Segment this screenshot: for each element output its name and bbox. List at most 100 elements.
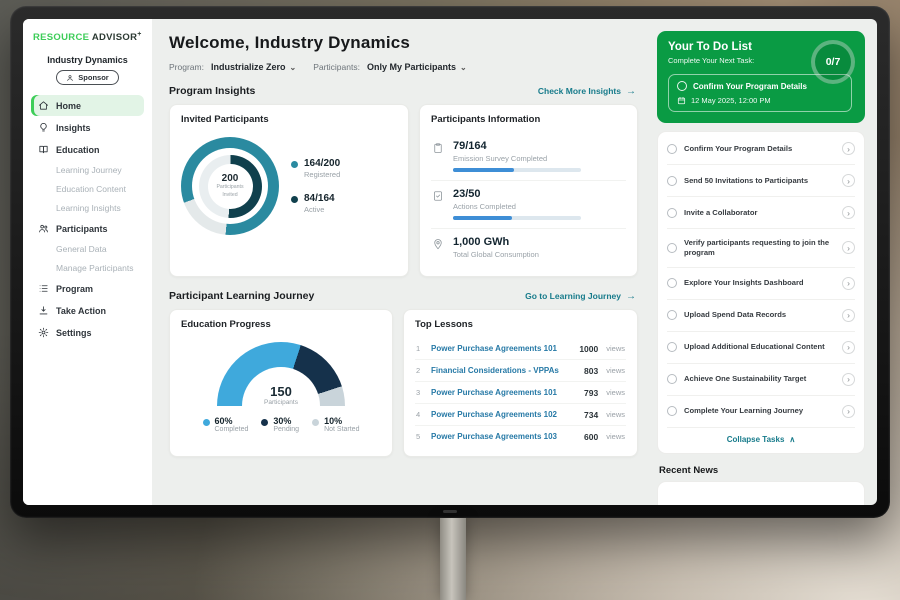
lesson-link[interactable]: Power Purchase Agreements 103 — [431, 432, 557, 441]
sidebar-item-label: Take Action — [56, 305, 107, 316]
chevron-right-icon[interactable]: › — [842, 206, 855, 219]
chevron-right-icon[interactable]: › — [842, 241, 855, 255]
todo-task-row[interactable]: Complete Your Learning Journey › — [667, 396, 855, 427]
emission-survey-progressbar — [453, 168, 581, 172]
todo-progress-value: 0/7 — [825, 56, 841, 68]
program-select[interactable]: Industrialize Zero ⌄ — [211, 62, 296, 72]
sponsor-badge[interactable]: Sponsor — [56, 70, 119, 86]
sidebar-item-settings[interactable]: Settings — [31, 322, 144, 343]
sidebar-item-take-action[interactable]: Take Action — [31, 300, 144, 321]
todo-task-row[interactable]: Upload Additional Educational Content › — [667, 332, 855, 364]
next-task-box[interactable]: Confirm Your Program Details 12 May 2025… — [668, 74, 852, 112]
invited-participants-card: Invited Participants 200 Participants In… — [169, 104, 409, 277]
legend-item-registered: 164/200 Registered — [291, 158, 340, 179]
checkbox-icon[interactable] — [677, 81, 687, 91]
checkbox-icon[interactable] — [667, 278, 677, 289]
sidebar-item-learning-journey[interactable]: Learning Journey — [31, 161, 144, 179]
monitor-stand — [440, 518, 466, 600]
lesson-views-value: 803 — [584, 365, 599, 376]
chevron-right-icon[interactable]: › — [842, 372, 855, 386]
sidebar-item-insights[interactable]: Insights — [31, 117, 144, 138]
lesson-rank: 1 — [416, 344, 421, 353]
sidebar-item-home[interactable]: Home — [31, 95, 144, 117]
sidebar-item-program[interactable]: Program — [31, 278, 144, 299]
sidebar-item-label: Home — [56, 100, 82, 111]
section-title-program-insights: Program Insights — [169, 85, 256, 97]
todo-task-row[interactable]: Confirm Your Program Details › — [667, 133, 855, 165]
chevron-right-icon[interactable]: › — [842, 142, 855, 155]
task-label: Upload Additional Educational Content — [684, 342, 825, 352]
lesson-link[interactable]: Power Purchase Agreements 101 — [431, 388, 557, 397]
stat-value: 23/50 — [453, 188, 481, 200]
todo-task-row[interactable]: Invite a Collaborator › — [667, 197, 855, 229]
checkbox-icon[interactable] — [667, 242, 677, 253]
lesson-views-value: 1000 — [579, 343, 599, 354]
checkbox-icon[interactable] — [667, 143, 677, 154]
task-label: Achieve One Sustainability Target — [684, 374, 807, 384]
recent-news-card — [657, 480, 865, 505]
logo-secondary: ADVISOR — [91, 32, 138, 44]
checkbox-icon[interactable] — [667, 175, 677, 186]
legend-label: Registered — [304, 170, 341, 179]
todo-task-row[interactable]: Upload Spend Data Records › — [667, 300, 855, 332]
go-to-learning-journey-link[interactable]: Go to Learning Journey → — [525, 291, 636, 302]
lesson-views-label: views — [606, 366, 625, 375]
legend-item-active: 84/164 Active — [291, 193, 340, 214]
todo-task-row[interactable]: Achieve One Sustainability Target › — [667, 364, 855, 396]
lesson-link[interactable]: Financial Considerations - VPPAs — [431, 366, 559, 375]
sidebar-item-education-content[interactable]: Education Content — [31, 180, 144, 198]
location-pin-icon — [432, 238, 444, 259]
participants-select[interactable]: Only My Participants ⌄ — [367, 62, 467, 72]
sidebar-item-participants[interactable]: Participants — [31, 218, 144, 239]
education-progress-gauge: 150 Participants — [217, 342, 345, 406]
lesson-link[interactable]: Power Purchase Agreements 102 — [431, 410, 557, 419]
legend-dot — [261, 419, 269, 426]
chevron-right-icon[interactable]: › — [842, 308, 855, 322]
checkbox-icon[interactable] — [667, 310, 677, 321]
checkbox-icon[interactable] — [667, 406, 677, 417]
checkbox-icon[interactable] — [667, 342, 677, 353]
checklist-icon — [432, 190, 444, 220]
lesson-views-value: 793 — [584, 387, 599, 398]
task-label: Upload Spend Data Records — [684, 310, 787, 320]
chevron-right-icon[interactable]: › — [842, 276, 855, 290]
education-progress-card: Education Progress 150 Participants — [169, 309, 393, 457]
collapse-tasks-label: Collapse Tasks — [726, 434, 785, 444]
check-more-insights-link[interactable]: Check More Insights → — [538, 86, 636, 97]
app-logo: RESOURCE ADVISOR+ — [31, 31, 144, 43]
gear-icon — [38, 327, 49, 338]
sidebar-item-label: Manage Participants — [56, 263, 134, 274]
participants-information-card: Participants Information 79/164 Emission… — [419, 104, 638, 277]
todo-task-row[interactable]: Send 50 Invitations to Participants › — [667, 165, 855, 197]
todo-task-row[interactable]: Verify participants requesting to join t… — [667, 229, 855, 268]
stat-label: Actions Completed — [453, 202, 516, 211]
legend-dot — [202, 419, 210, 426]
lesson-row: 2 Financial Considerations - VPPAs 803 v… — [415, 360, 626, 382]
stat-label: Total Global Consumption — [453, 250, 539, 259]
sidebar-item-general-data[interactable]: General Data — [31, 240, 144, 258]
todo-task-row[interactable]: Explore Your Insights Dashboard › — [667, 268, 855, 300]
chevron-right-icon[interactable]: › — [842, 404, 855, 418]
download-icon — [38, 305, 49, 316]
sidebar-item-manage-participants[interactable]: Manage Participants — [31, 259, 144, 277]
sidebar-item-learning-insights[interactable]: Learning Insights — [31, 199, 144, 217]
gauge-legend: 60% Completed 30% Pending 10% — [202, 416, 359, 433]
chevron-right-icon[interactable]: › — [842, 174, 855, 187]
chevron-down-icon: ⌄ — [289, 62, 297, 72]
todo-panel: Your To Do List Complete Your Next Task:… — [652, 19, 877, 505]
lesson-views-label: views — [606, 344, 625, 353]
stat-value: 79/164 — [453, 140, 487, 152]
program-filter-label: Program: — [169, 62, 204, 72]
sidebar-item-education[interactable]: Education — [31, 139, 144, 160]
gauge-center-value: 150 — [270, 384, 292, 399]
legend-item-not-started: 10% Not Started — [312, 416, 359, 433]
monitor-bezel: RESOURCE ADVISOR+ Industry Dynamics Spon… — [10, 6, 890, 518]
chevron-right-icon[interactable]: › — [842, 340, 855, 354]
lesson-rank: 4 — [416, 410, 421, 419]
checkbox-icon[interactable] — [667, 207, 677, 218]
lesson-link[interactable]: Power Purchase Agreements 101 — [431, 344, 557, 353]
todo-title: Your To Do List — [668, 41, 752, 53]
sidebar-item-label: Learning Journey — [56, 165, 122, 176]
checkbox-icon[interactable] — [667, 374, 677, 385]
collapse-tasks-button[interactable]: Collapse Tasks ∧ — [667, 426, 855, 452]
